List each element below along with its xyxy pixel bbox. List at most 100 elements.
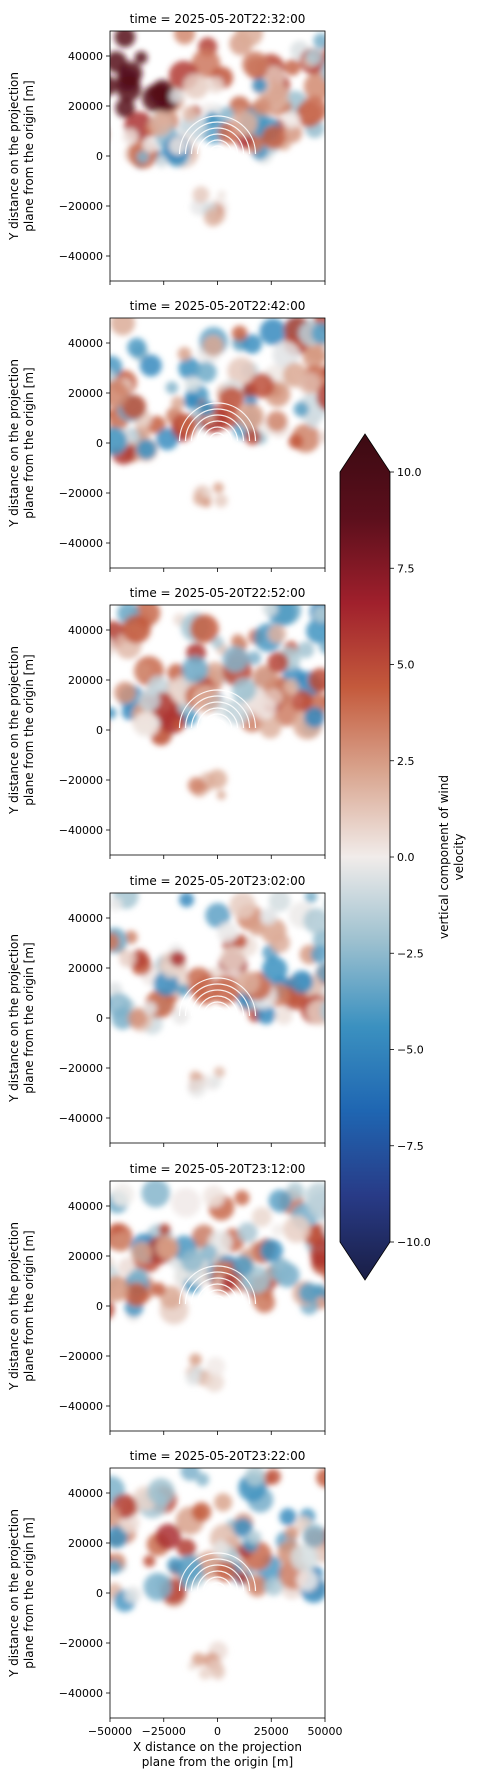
panel: time = 2025-05-20T23:22:00 40000 20000 0 −20… [7,1449,428,1738]
velocity-cell [158,1223,171,1236]
velocity-cell [391,1533,417,1559]
range-ring [190,414,245,442]
velocity-cell [282,111,300,129]
colorbar-label-line: vertical component of wind [437,775,451,939]
velocity-cell [242,51,269,78]
velocity-cell [305,48,323,65]
velocity-cell [214,493,228,508]
range-ring [184,121,251,155]
velocity-cell [110,1506,121,1528]
velocity-cell [216,190,227,200]
velocity-field [83,31,410,227]
velocity-cell [232,1255,254,1276]
velocity-field [59,1181,355,1393]
velocity-cell [124,1586,142,1604]
velocity-cell [207,76,224,94]
velocity-cell [178,357,201,380]
range-ring [178,1265,257,1305]
velocity-cell [252,1294,266,1309]
velocity-cell [251,1206,272,1227]
velocity-cell [198,1666,212,1680]
velocity-cell [262,605,279,617]
colorbar-tick-label: −5.0 [397,1044,424,1057]
velocity-field [40,893,423,1098]
velocity-cell [110,638,115,657]
colorbar-tick-label: 7.5 [397,562,415,575]
velocity-cell [202,487,212,498]
velocity-cell [184,376,201,392]
y-axis-label: Y distance on the projection [7,1509,21,1678]
velocity-cell [72,1018,88,1034]
velocity-cell [326,1204,341,1219]
range-ring [184,695,251,729]
velocity-cell [390,1545,407,1562]
range-ring [202,139,233,155]
velocity-cell [40,940,56,956]
velocity-cell [83,122,107,146]
y-axis-label: Y distance on the projection [7,359,21,528]
colorbar-tick-label: 0.0 [397,851,415,864]
velocity-cell [321,1219,325,1234]
velocity-cell [333,1263,355,1285]
velocity-cell [306,999,325,1026]
velocity-cell [130,1241,153,1264]
range-ring [184,1558,251,1592]
velocity-cell [155,1235,179,1260]
velocity-cell [110,427,128,456]
velocity-cell [118,950,137,968]
velocity-cell [205,902,231,929]
range-ring [202,1001,233,1017]
velocity-cell [148,112,172,137]
velocity-cell [357,46,380,69]
velocity-cell [302,1524,325,1548]
range-ring [208,1582,227,1592]
y-tick-label: −40000 [59,824,103,837]
velocity-cell [259,716,282,739]
velocity-cell [167,1557,183,1573]
velocity-cell [376,402,389,415]
velocity-cell [84,412,109,437]
velocity-cell [252,97,271,116]
range-ring [178,115,257,155]
velocity-cell [369,91,391,113]
velocity-cell [202,335,224,357]
velocity-cell [370,411,393,434]
velocity-cell [383,130,405,152]
velocity-cell [114,681,137,704]
velocity-cell [155,155,168,169]
velocity-cell [213,1493,233,1512]
velocity-cell [308,668,325,693]
x-tick-label: −50000 [88,1725,132,1738]
velocity-cell [142,136,158,153]
velocity-cell [38,1575,61,1598]
velocity-cell [290,970,314,994]
velocity-cell [127,1008,148,1029]
velocity-cell [399,995,422,1018]
velocity-cell [59,1212,86,1239]
velocity-cell [393,97,410,114]
y-tick-label: 0 [96,150,103,163]
y-tick-label: 40000 [68,50,103,63]
velocity-cell [165,381,179,394]
velocity-cell [323,45,325,58]
velocity-cell [396,978,423,1005]
velocity-cell [341,1495,368,1522]
velocity-cell [192,685,221,713]
velocity-cell [143,1001,158,1016]
velocity-cell [46,710,70,734]
velocity-cell [352,356,372,376]
velocity-cell [414,397,439,422]
y-tick-label: 0 [96,1587,103,1600]
velocity-cell [110,706,117,720]
panel: time = 2025-05-20T22:52:00 40000 20000 0 −20… [7,586,418,859]
velocity-cell [318,430,325,444]
range-ring [208,719,227,729]
range-ring [208,1295,227,1305]
velocity-cell [249,372,275,399]
x-tick-label: 25000 [254,1725,289,1738]
range-ring [202,713,233,729]
velocity-cell [414,1578,428,1592]
velocity-cell [267,651,289,674]
velocity-cell [389,706,418,735]
y-axis-label: Y distance on the projection [7,934,21,1103]
